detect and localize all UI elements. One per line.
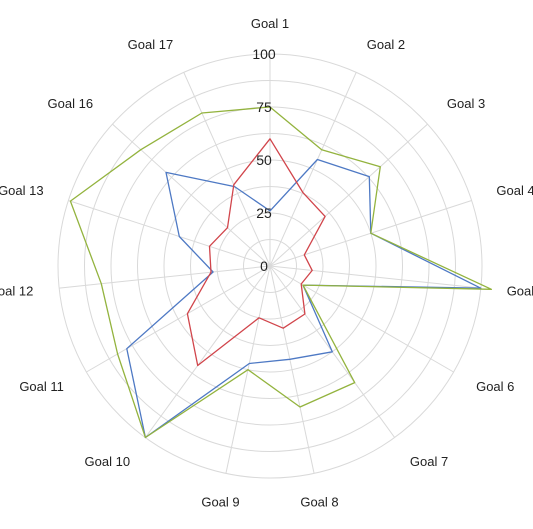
tick-label: 100: [252, 46, 276, 62]
axis-label: Goal 12: [0, 283, 33, 298]
tick-label: 25: [256, 205, 272, 221]
axis-label: Goal 5: [507, 283, 533, 298]
series-line-1: [126, 158, 482, 439]
axis-label: Goal 2: [367, 37, 405, 52]
axis-label: Goal 3: [447, 96, 485, 111]
series-line-3: [186, 138, 326, 367]
axis-label: Goal 1: [251, 16, 289, 31]
grid-spoke: [269, 72, 357, 267]
axis-label: Goal 10: [85, 454, 131, 469]
grid-spoke: [269, 123, 428, 267]
radar-series-group: [69, 106, 493, 439]
radar-grid: [57, 53, 483, 479]
tick-label: 0: [260, 258, 268, 274]
radar-tick-labels: 0 25 50 75 100: [252, 46, 276, 274]
series-line-2: [69, 106, 493, 439]
axis-label: Goal 16: [48, 96, 94, 111]
grid-spoke: [59, 265, 271, 289]
grid-spoke: [86, 265, 271, 373]
grid-spoke: [112, 123, 271, 267]
radar-axis-labels: Goal 1 Goal 2 Goal 3 Goal 4 Goal 5 Goal 6 Goal…: [0, 16, 533, 510]
grid-spoke: [183, 72, 271, 267]
grid-spoke: [68, 200, 271, 267]
axis-label: Goal 11: [19, 379, 64, 394]
axis-label: Goal 6: [476, 379, 514, 394]
grid-spoke: [269, 265, 454, 373]
tick-label: 75: [256, 99, 272, 115]
tick-label: 50: [256, 152, 272, 168]
grid-spoke: [269, 265, 315, 474]
axis-label: Goal 17: [128, 37, 174, 52]
axis-label: Goal 7: [410, 454, 448, 469]
grid-spoke: [269, 265, 481, 289]
axis-label: Goal 13: [0, 183, 44, 198]
grid-spoke: [144, 265, 271, 438]
axis-label: Goal 9: [201, 495, 239, 510]
axis-label: Goal 8: [300, 495, 338, 510]
axis-label: Goal 4: [496, 183, 533, 198]
